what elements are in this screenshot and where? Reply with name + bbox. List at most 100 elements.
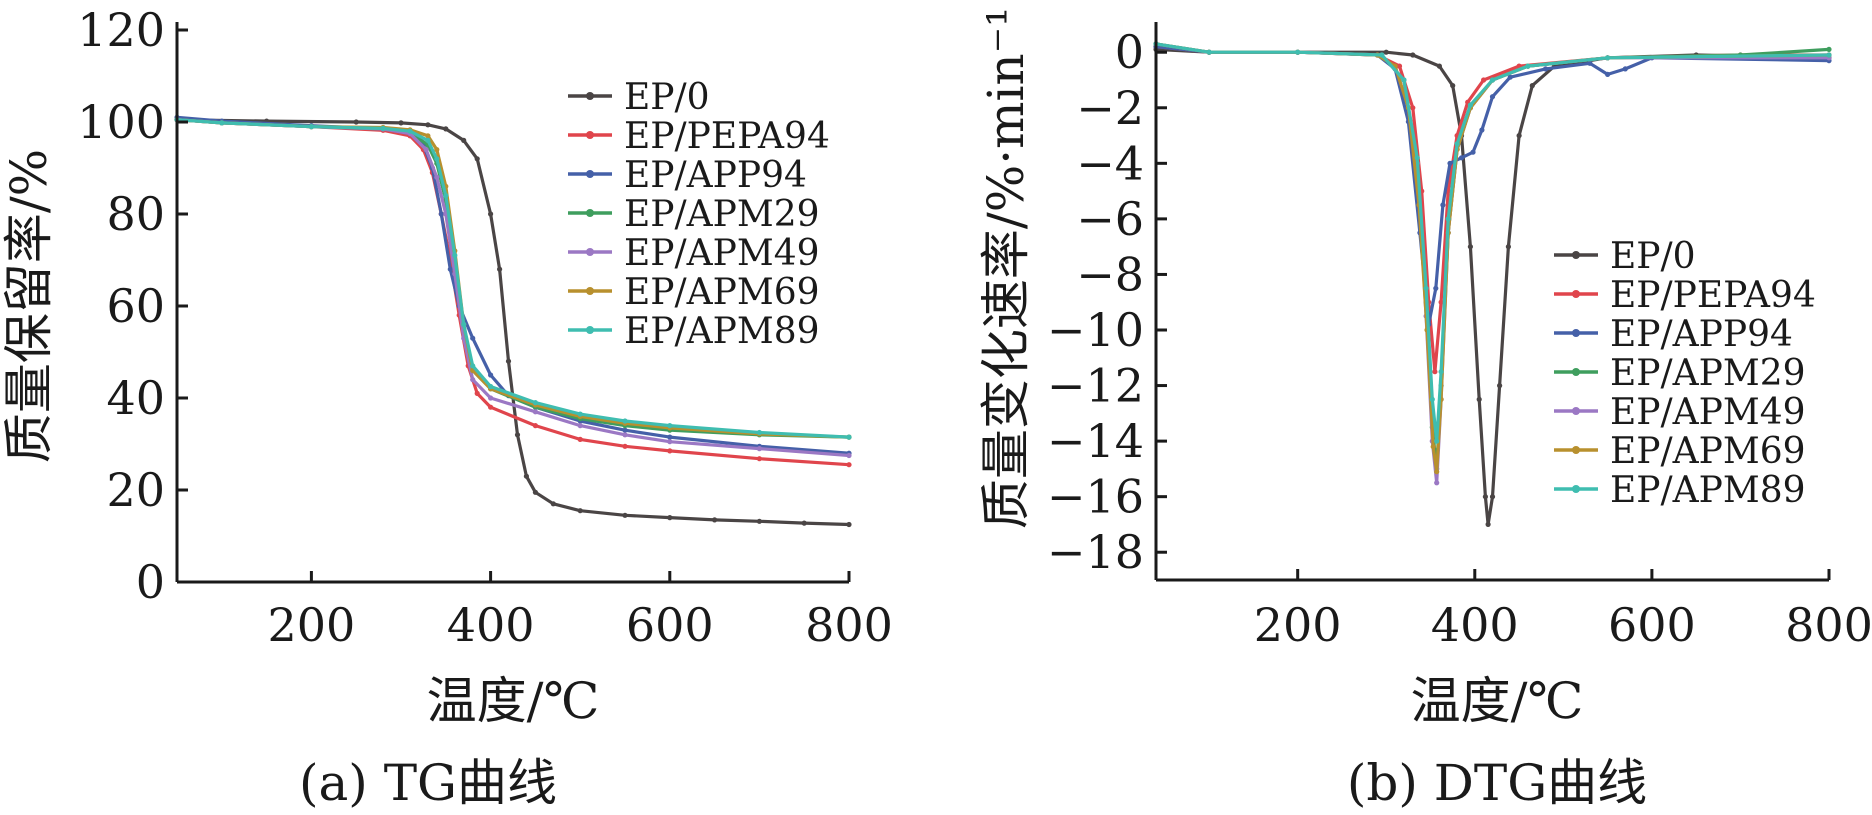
tg-data-point	[488, 383, 494, 390]
tg-data-point	[452, 252, 458, 258]
dtg-data-point	[1485, 521, 1491, 528]
tg-data-point	[532, 489, 539, 495]
tg-data-point	[622, 427, 628, 433]
tg-y-axis-label: 质量保留率/%	[0, 149, 58, 463]
tg-x-tick-label: 400	[447, 598, 535, 652]
tg-y-tick-label: 20	[106, 463, 165, 517]
tg-legend-entry: EP/APM49	[568, 233, 820, 274]
tg-data-point	[470, 363, 476, 369]
tg-y-tick-label: 80	[106, 187, 165, 241]
dtg-data-point	[1434, 480, 1440, 486]
tg-legend-marker	[586, 287, 594, 295]
dtg-data-point	[1479, 127, 1485, 133]
tg-legend-marker	[586, 131, 594, 139]
dtg-data-point	[1414, 155, 1420, 161]
tg-legend-label: EP/APM89	[624, 311, 820, 352]
dtg-legend-label: EP/APM89	[1610, 470, 1806, 511]
tg-data-point	[423, 147, 429, 153]
dtg-legend-label: EP/APP94	[1610, 314, 1793, 355]
dtg-legend-marker	[1572, 446, 1580, 454]
tg-data-point	[756, 446, 763, 452]
tg-data-point	[488, 211, 494, 217]
dtg-data-point	[1429, 396, 1435, 402]
tg-legend-marker	[586, 248, 594, 256]
tg-data-point	[514, 432, 521, 438]
tg-data-point	[622, 512, 628, 518]
tg-data-point	[846, 521, 852, 528]
dtg-legend-marker	[1572, 407, 1580, 415]
dtg-data-point	[1383, 49, 1389, 55]
dtg-legend-marker	[1572, 368, 1580, 376]
dtg-data-point	[1489, 494, 1496, 500]
tg-data-point	[756, 518, 763, 524]
tg-y-tick-label: 120	[77, 3, 165, 57]
tg-data-point	[497, 266, 503, 272]
tg-legend-entry: EP/APP94	[568, 155, 807, 196]
dtg-y-tick-label: −12	[1047, 359, 1144, 413]
tg-legend-label: EP/PEPA94	[624, 116, 830, 157]
dtg-legend-marker	[1572, 485, 1580, 493]
tg-data-point	[425, 122, 431, 128]
dtg-data-point	[1470, 149, 1476, 155]
dtg-legend: EP/0EP/PEPA94EP/APP94EP/APM29EP/APM49EP/…	[1554, 236, 1816, 511]
tg-data-point	[622, 443, 628, 449]
tg-data-point	[846, 434, 852, 440]
dtg-x-tick-label: 400	[1431, 598, 1519, 652]
dtg-legend-marker	[1572, 329, 1580, 337]
tg-legend-entry: EP/PEPA94	[568, 116, 830, 157]
tg-legend-entry: EP/0	[568, 77, 710, 118]
dtg-data-point	[1447, 160, 1453, 166]
dtg-y-tick-label: −16	[1047, 470, 1144, 524]
tg-data-point	[438, 211, 444, 217]
dtg-legend-label: EP/APM49	[1610, 392, 1806, 433]
tg-data-point	[577, 508, 583, 514]
dtg-data-point	[1206, 49, 1212, 55]
dtg-data-point	[1430, 444, 1436, 450]
dtg-data-point	[1476, 396, 1482, 402]
tg-data-point	[353, 119, 359, 125]
tg-data-point	[667, 423, 673, 429]
tg-data-point	[550, 501, 556, 507]
dtg-data-point	[1587, 60, 1593, 66]
dtg-data-point	[1489, 77, 1496, 83]
dtg-legend-entry: EP/APM69	[1554, 431, 1806, 472]
tg-y-tick-label: 0	[136, 555, 165, 609]
dtg-data-point	[1396, 63, 1403, 69]
dtg-data-point	[1410, 52, 1416, 58]
dtg-data-point	[1516, 133, 1522, 139]
tg-data-point	[667, 515, 673, 521]
tg-legend-label: EP/0	[624, 77, 710, 118]
dtg-data-point	[1295, 49, 1301, 55]
tg-data-point	[846, 452, 852, 459]
dtg-x-tick-label: 800	[1785, 598, 1872, 652]
dtg-x-tick-label: 600	[1608, 598, 1696, 652]
tg-data-point	[712, 517, 718, 523]
tg-data-point	[488, 372, 494, 378]
tg-data-point	[488, 395, 494, 401]
tg-data-point	[577, 423, 583, 429]
tg-legend-entry: EP/APM29	[568, 194, 820, 235]
tg-data-point	[577, 411, 583, 417]
tg-x-tick-label: 200	[267, 598, 355, 652]
dtg-legend-entry: EP/APM29	[1554, 353, 1806, 394]
dtg-data-point	[1497, 383, 1503, 389]
tg-data-point	[443, 126, 449, 132]
dtg-y-tick-label: 0	[1115, 25, 1144, 79]
tg-chart: (a) TG曲线 200 400 600 800 0 20 40 60 80 100 120 温度/℃…	[0, 3, 893, 812]
dtg-legend-marker	[1572, 290, 1580, 298]
dtg-legend-entry: EP/APM89	[1554, 470, 1806, 511]
tg-y-tick-label: 60	[106, 279, 165, 333]
tg-data-point	[470, 377, 476, 383]
dtg-data-point	[1467, 102, 1473, 108]
tg-data-point	[474, 156, 480, 162]
tg-data-point	[756, 429, 763, 436]
dtg-x-axis-label: 温度/℃	[1411, 672, 1584, 730]
tg-x-tick-label: 600	[626, 598, 714, 652]
dtg-y-tick-label: −6	[1076, 192, 1144, 246]
dtg-data-point	[1505, 244, 1511, 250]
dtg-legend-label: EP/0	[1610, 236, 1696, 277]
tg-legend-entry: EP/APM89	[568, 311, 820, 352]
dtg-data-point	[1438, 299, 1444, 305]
dtg-data-point	[1481, 77, 1487, 83]
